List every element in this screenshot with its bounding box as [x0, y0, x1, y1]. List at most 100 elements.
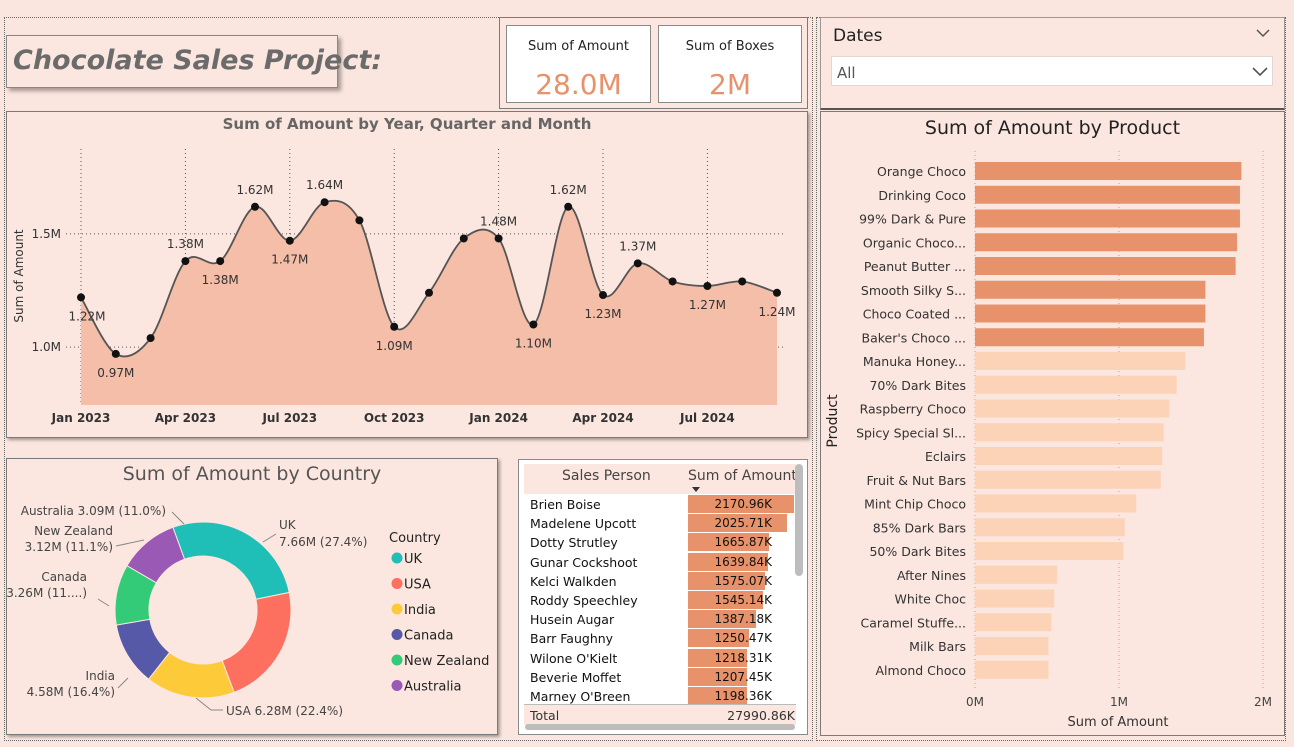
- report-title-box: Chocolate Sales Project:: [6, 35, 382, 88]
- donut-leader-line: [117, 677, 129, 689]
- category-label: 50% Dark Bites: [869, 544, 966, 559]
- data-point: [633, 259, 642, 268]
- data-label: 0.97M: [97, 366, 134, 380]
- table-row[interactable]: Barr Faughny 1250.47K: [524, 629, 796, 648]
- kpi-card-amount[interactable]: Sum of Amount 28.0M: [506, 25, 651, 103]
- bar-9: [975, 352, 1186, 370]
- data-bar: [688, 591, 764, 609]
- category-label: Caramel Stuffe...: [861, 615, 966, 630]
- data-point: [599, 291, 607, 300]
- dates-slicer-label: Dates: [833, 26, 883, 46]
- legend-item: Canada: [404, 629, 453, 644]
- category-label: Raspberry Choco: [860, 402, 966, 417]
- donut-chart-title: Sum of Amount by Country: [122, 463, 382, 485]
- x-tick-label: Jul 2024: [679, 411, 735, 425]
- donut-slice-usa: [221, 591, 292, 693]
- kpi-amount-value: 28.0M: [535, 68, 622, 101]
- kpi-boxes-label: Sum of Boxes: [685, 39, 775, 54]
- bar-12: [975, 423, 1164, 442]
- bar-2: [975, 185, 1240, 204]
- sum-of-amount-value: 1218.31K: [714, 650, 773, 665]
- data-label: 1.37M: [619, 239, 656, 253]
- data-label: 1.24M: [758, 305, 795, 319]
- donut-data-label: Australia 3.09M (11.0%): [21, 504, 166, 518]
- x-tick-label: Apr 2024: [572, 411, 633, 425]
- data-label: 1.62M: [236, 183, 273, 197]
- table-horizontal-scrollbar[interactable]: [525, 724, 795, 730]
- table-row[interactable]: Kelci Walkden 1575.07K: [524, 571, 796, 591]
- slicer-collapse-chevron-icon[interactable]: [1255, 27, 1271, 39]
- category-label: Manuka Honey...: [863, 354, 966, 369]
- data-label: 1.38M: [202, 273, 239, 287]
- bar-1: [975, 162, 1242, 180]
- bar-8: [975, 328, 1204, 347]
- table-row[interactable]: Wilone O'Kielt 1218.31K: [524, 648, 796, 668]
- bar-chart[interactable]: 0M 1M 2M Orange Choco Drinking Coco 99% Dark …: [820, 111, 1285, 736]
- bar-3: [975, 209, 1240, 228]
- data-point: [181, 257, 190, 266]
- y-axis-title: Sum of Amount: [12, 229, 26, 323]
- data-point: [668, 277, 677, 286]
- data-point: [390, 322, 399, 331]
- donut-slice-australia: [126, 526, 186, 584]
- donut-chart[interactable]: UK 7.66M (27.4%) USA 6.28M (22.4%) India 4.5…: [6, 458, 498, 735]
- legend-swatch: [391, 654, 403, 666]
- table-row[interactable]: Madelene Upcott 2025.71K: [524, 514, 796, 533]
- column-header-sum-of-amount[interactable]: Sum of Amount: [688, 468, 797, 484]
- sum-of-amount-value: 1207.45K: [714, 669, 773, 684]
- bar-6: [975, 280, 1206, 299]
- table-row[interactable]: Gunar Cockshoot 1639.84K: [524, 552, 796, 572]
- table-row[interactable]: Dotty Strutley 1665.87K: [524, 533, 796, 552]
- table-row[interactable]: Roddy Speechley 1545.14K: [524, 591, 796, 610]
- sum-of-amount-value: 1545.14K: [714, 593, 773, 607]
- data-label: 1.47M: [271, 253, 308, 267]
- kpi-boxes-value: 2M: [709, 68, 751, 101]
- data-bar: [688, 629, 750, 648]
- sum-of-amount-value: 1575.07K: [714, 573, 773, 588]
- data-bar: [688, 667, 747, 686]
- data-label: 1.10M: [515, 336, 552, 350]
- data-bar: [688, 687, 747, 705]
- donut-data-label-value: 3.12M (11.1%): [25, 540, 113, 554]
- x-tick-label: Apr 2023: [155, 411, 216, 425]
- kpi-card-boxes[interactable]: Sum of Boxes 2M: [658, 25, 802, 103]
- data-point: [146, 334, 155, 343]
- table-row[interactable]: Marney O'Breen 1198.36K: [524, 687, 796, 706]
- sum-of-amount-value: 1387.18K: [714, 612, 773, 627]
- donut-data-label: USA 6.28M (22.4%): [226, 704, 343, 718]
- table-row[interactable]: Husein Augar 1387.18K: [524, 610, 796, 629]
- sum-of-amount-value: 2170.96K: [714, 497, 773, 511]
- data-bar: [688, 610, 756, 629]
- category-label: Orange Choco: [877, 164, 966, 179]
- donut-slice-uk: [172, 521, 290, 600]
- line-chart[interactable]: 1.0M 1.5M Jan 2023 Apr 2023 Jul 2023 Oct 2023…: [6, 111, 808, 438]
- legend-item: Australia: [404, 680, 462, 695]
- column-header-sales-person[interactable]: Sales Person: [562, 468, 651, 484]
- data-label: 1.48M: [480, 214, 517, 228]
- table-vertical-scrollbar[interactable]: [795, 464, 803, 576]
- bar-13: [975, 447, 1163, 465]
- data-bar: [688, 571, 765, 590]
- x-tick-label: Jan 2023: [51, 411, 111, 425]
- table-total-value: 27990.86K: [727, 708, 795, 723]
- bar-19: [975, 589, 1055, 608]
- sales-person-table[interactable]: Sales Person Sum of Amount Brien Boise 21…: [518, 459, 808, 735]
- donut-data-label: New Zealand: [34, 524, 113, 538]
- table-row[interactable]: Beverie Moffet 1207.45K: [524, 667, 796, 687]
- sum-of-amount-value: 1639.84K: [714, 554, 773, 569]
- data-label: 1.09M: [376, 339, 413, 353]
- sales-person-name: Kelci Walkden: [530, 573, 617, 589]
- data-point: [773, 288, 781, 297]
- dates-dropdown[interactable]: All: [831, 56, 1273, 86]
- bar-10: [975, 375, 1177, 394]
- x-axis-title: Sum of Amount: [1067, 715, 1168, 730]
- y-tick-label: 1.0M: [32, 340, 61, 354]
- category-label: Peanut Butter ...: [864, 259, 966, 274]
- legend-swatch: [391, 552, 403, 564]
- report-title: Chocolate Sales Project:: [13, 45, 383, 76]
- table-row[interactable]: Brien Boise 2170.96K: [524, 495, 796, 514]
- data-bar: [688, 648, 748, 667]
- sum-of-amount-value: 2025.71K: [714, 516, 773, 531]
- data-point: [494, 234, 503, 243]
- kpi-amount-label: Sum of Amount: [527, 39, 630, 54]
